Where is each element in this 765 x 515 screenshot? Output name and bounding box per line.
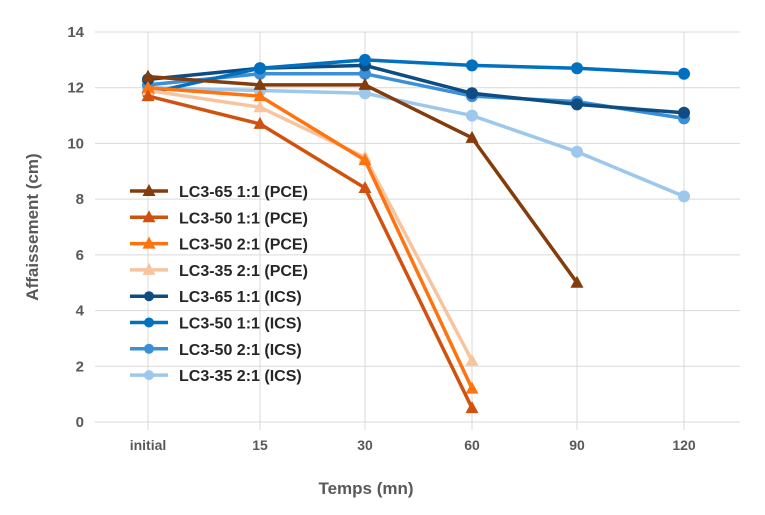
series-line [147,85,474,390]
data-point [678,190,690,203]
legend-label: LC3-35 2:1 (PCE) [179,263,308,280]
legend-marker [142,262,156,275]
x-axis-label: Temps (mn) [318,479,413,498]
series-line [147,88,474,362]
data-point [141,89,155,102]
x-tick-label: 120 [672,437,696,453]
x-tick-label: 30 [357,437,373,453]
y-tick-label: 12 [67,80,84,97]
legend-item: LC3-50 1:1 (ICS) [130,316,302,333]
data-point [465,353,479,366]
y-tick-label: 10 [67,135,84,152]
legend-label: LC3-50 2:1 (ICS) [179,342,302,359]
legend-marker [142,236,156,249]
series-line [147,85,685,198]
y-tick-label: 6 [76,247,84,264]
y-tick-label: 14 [67,24,84,41]
legend-item: LC3-50 2:1 (ICS) [130,342,302,359]
legend-item: LC3-35 2:1 (PCE) [130,262,308,280]
legend-label: LC3-35 2:1 (ICS) [179,368,302,385]
data-point [465,381,479,394]
data-point [359,53,371,66]
data-point [253,116,267,129]
data-point [253,100,267,113]
data-point [570,275,584,288]
legend-label: LC3-50 1:1 (ICS) [179,316,302,333]
legend-item: LC3-65 1:1 (PCE) [130,184,308,201]
y-tick-label: 8 [76,191,84,208]
y-tick-label: 4 [76,303,85,320]
data-point [466,109,478,122]
y-axis-ticks: 0 2 4 6 8 10 12 14 [67,24,84,431]
legend-item: LC3-35 2:1 (ICS) [130,368,302,385]
legend-marker [142,184,156,196]
x-tick-label: initial [130,437,167,453]
data-point [571,98,583,111]
data-point [571,62,583,75]
data-point [571,145,583,158]
data-point [358,153,372,166]
x-axis-ticks: initial 15 30 60 90 120 [130,437,696,453]
data-point [358,77,372,90]
series-lines [141,53,690,414]
data-point [466,87,478,100]
y-tick-label: 0 [76,414,84,431]
data-point [358,181,372,193]
legend-label: LC3-65 1:1 (PCE) [179,184,308,201]
series-lc3-50-1-1-pce- [141,89,479,414]
legend-label: LC3-65 1:1 (ICS) [179,289,302,306]
legend-label: LC3-50 1:1 (PCE) [179,210,308,227]
series-lc3-50-2-1-pce- [141,80,479,394]
data-point [141,80,155,93]
x-tick-label: 15 [252,437,268,453]
series-line [147,63,685,115]
data-point [465,401,479,414]
y-tick-label: 2 [76,358,84,375]
legend-marker [144,370,154,381]
data-point [466,59,478,72]
series-line [147,58,685,95]
legend-item: LC3-65 1:1 (ICS) [130,289,302,306]
data-point [253,89,267,102]
legend-item: LC3-50 1:1 (PCE) [130,210,308,227]
data-point [359,87,371,100]
x-tick-label: 90 [569,437,585,453]
legend-marker [144,317,154,328]
legend-marker [142,210,156,223]
y-axis-label: Affaissement (cm) [23,153,42,300]
legend-label: LC3-50 2:1 (PCE) [179,237,308,254]
data-point [141,69,155,82]
series-lc3-65-1-1-pce- [141,69,584,288]
legend-item: LC3-50 2:1 (PCE) [130,236,308,254]
data-point [254,62,266,75]
legend-marker [144,291,154,302]
data-point [465,130,479,143]
x-tick-label: 60 [464,437,480,453]
legend: LC3-65 1:1 (PCE) LC3-50 1:1 (PCE) LC3-50 2… [130,184,308,385]
data-point [678,67,690,80]
data-point [678,106,690,119]
data-point [359,67,371,80]
series-line [147,94,474,409]
data-point [253,77,267,90]
legend-marker [144,343,154,354]
